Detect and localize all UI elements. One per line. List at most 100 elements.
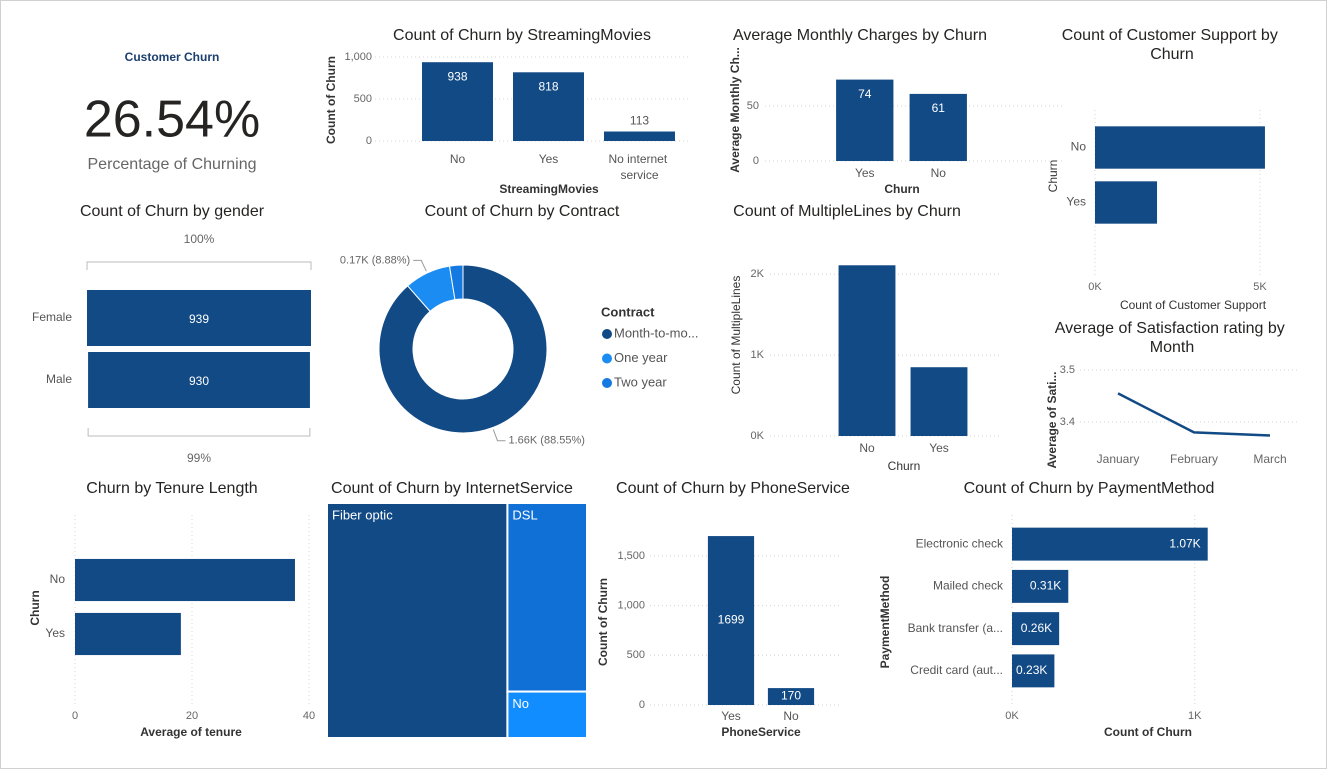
rate-label: 99% xyxy=(187,451,211,465)
y-tick-label: Mailed check xyxy=(933,579,1004,593)
y-tick-label: Yes xyxy=(45,626,65,640)
bar xyxy=(1012,654,1055,688)
chart-title: Churn by Tenure Length xyxy=(86,480,257,497)
bar xyxy=(1012,612,1060,646)
card-value: 26.54% xyxy=(84,91,260,149)
y-tick-label: 0 xyxy=(366,135,372,147)
bar xyxy=(909,93,967,161)
legend-title: Contract xyxy=(601,304,655,319)
y-axis-title: Average of Sati... xyxy=(1045,372,1059,469)
x-tick-label: No xyxy=(783,709,799,723)
y-axis-title: Average Monthly Ch... xyxy=(728,47,742,173)
treemap-tile xyxy=(506,502,588,693)
bar xyxy=(767,688,815,705)
bar xyxy=(75,612,181,656)
x-tick-label: 40 xyxy=(303,710,315,722)
x-tick-label: 0K xyxy=(1088,281,1102,293)
bar xyxy=(838,265,896,436)
data-label: 0.31K xyxy=(1030,579,1061,593)
chart-title: Average of Satisfaction rating by Month xyxy=(1055,320,1290,356)
x-axis-title: Count of Customer Support xyxy=(1120,298,1267,312)
x-tick-label: 0K xyxy=(1005,710,1019,722)
y-tick-label: 1K xyxy=(751,349,765,361)
funnel-bar xyxy=(88,352,310,408)
x-axis-title: Average of tenure xyxy=(140,725,242,739)
bar xyxy=(1012,569,1069,603)
bar xyxy=(604,131,675,141)
bar xyxy=(513,72,584,141)
x-tick-label: 5K xyxy=(1253,281,1267,293)
chart-title: Count of Churn by InternetService xyxy=(331,480,573,497)
y-axis-title: Count of MultipleLines xyxy=(729,276,743,395)
y-tick-label: Credit card (aut... xyxy=(910,663,1003,677)
data-label: 61 xyxy=(932,101,946,115)
tile-label: No xyxy=(512,696,529,711)
data-label: 930 xyxy=(189,374,209,388)
data-label: 113 xyxy=(630,114,649,128)
line xyxy=(1117,392,1271,437)
card-subtitle: Percentage of Churning xyxy=(88,156,257,173)
category-label: Male xyxy=(46,372,72,386)
x-tick-label: Yes xyxy=(539,152,559,166)
leader-line xyxy=(492,429,506,442)
y-axis-title: Count of Churn xyxy=(596,578,610,666)
chart-title: Count of Churn by gender xyxy=(80,203,265,220)
y-axis-title: PaymentMethod xyxy=(878,576,892,669)
treemap-tile xyxy=(506,690,588,740)
category-label: Female xyxy=(32,310,72,324)
chart-title: Count of Churn by PhoneService xyxy=(616,480,850,497)
chart-title: Count of Customer Support by Churn xyxy=(1062,27,1283,63)
card-title: Customer Churn xyxy=(125,50,220,64)
data-label: 0.23K xyxy=(1016,663,1047,677)
x-tick-label: 20 xyxy=(186,710,198,722)
y-tick-label: 1,500 xyxy=(617,550,645,562)
x-tick-label: Yes xyxy=(929,441,949,455)
y-tick-label: Electronic check xyxy=(916,536,1004,550)
y-tick-label: 1,000 xyxy=(344,51,372,63)
y-axis-title: Churn xyxy=(1046,160,1060,193)
y-tick-label: 0K xyxy=(751,430,765,442)
x-axis-title: PhoneService xyxy=(721,725,801,739)
legend-marker xyxy=(602,353,612,364)
y-tick-label: No xyxy=(1071,140,1087,154)
chart-title: Count of Churn by Contract xyxy=(425,203,620,220)
x-tick-label: February xyxy=(1170,452,1218,466)
leader-line xyxy=(413,259,427,272)
x-tick-label: 1K xyxy=(1188,710,1202,722)
chart-title: Count of Churn by StreamingMovies xyxy=(393,27,651,44)
bar xyxy=(1095,126,1265,169)
y-tick-label: 3.5 xyxy=(1060,364,1075,376)
bar xyxy=(422,62,493,141)
y-tick-label: 1,000 xyxy=(617,599,645,611)
y-tick-label: No xyxy=(50,572,66,586)
data-label: 939 xyxy=(189,312,209,326)
bar xyxy=(75,558,295,602)
bar xyxy=(707,536,755,705)
data-label: 1.66K (88.55%) xyxy=(508,435,584,447)
legend-marker xyxy=(602,378,612,388)
x-tick-label: 0 xyxy=(72,710,78,722)
donut-slice xyxy=(448,264,464,301)
x-axis-title: Count of Churn xyxy=(1104,725,1192,739)
y-tick-label: 500 xyxy=(354,93,372,105)
y-tick-label: 2K xyxy=(751,268,765,280)
x-tick-label: Yes xyxy=(721,709,741,723)
data-label: 74 xyxy=(858,87,872,101)
y-axis-title: Count of Churn xyxy=(324,56,338,144)
y-tick-label: 0 xyxy=(753,155,759,167)
x-tick-label: March xyxy=(1253,452,1286,466)
bar xyxy=(1095,181,1158,224)
y-tick-label: 0 xyxy=(639,699,645,711)
bar xyxy=(910,367,968,436)
data-label: 938 xyxy=(447,69,467,83)
legend-label: One year xyxy=(614,350,668,365)
x-tick-label: Yes xyxy=(855,166,875,180)
x-tick-label: No internet service xyxy=(608,152,670,182)
legend-marker xyxy=(602,329,612,339)
data-label: 170 xyxy=(781,689,801,703)
chart-title: Average Monthly Charges by Churn xyxy=(733,27,987,44)
x-axis-title: Churn xyxy=(888,459,921,473)
x-tick-label: January xyxy=(1097,452,1140,466)
y-tick-label: Yes xyxy=(1066,195,1086,209)
data-label: 818 xyxy=(538,79,558,93)
